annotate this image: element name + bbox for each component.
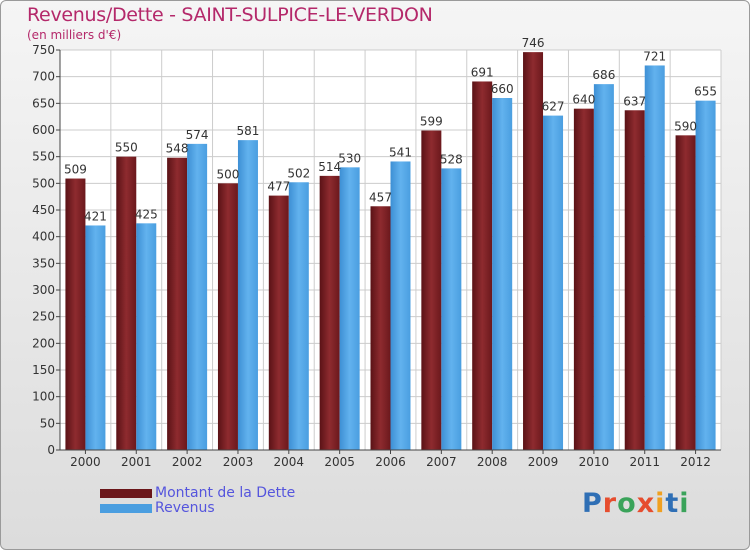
data-label-revenus: 421: [84, 209, 107, 223]
x-tick-label: 2012: [680, 455, 711, 469]
data-label-dette: 548: [166, 142, 189, 156]
bar-dette: [675, 135, 696, 451]
legend-swatch-debt: [100, 489, 152, 498]
data-label-revenus: 502: [287, 166, 310, 180]
y-tick-label: 400: [32, 230, 55, 244]
data-label-dette: 500: [217, 167, 240, 181]
data-label-dette: 509: [64, 163, 87, 177]
y-tick-label: 300: [32, 283, 55, 297]
data-label-dette: 477: [267, 180, 290, 194]
x-tick-label: 2007: [426, 455, 457, 469]
bar-dette: [624, 110, 645, 451]
data-label-revenus: 528: [440, 152, 463, 166]
logo-letter: t: [665, 488, 680, 519]
bar-dette: [523, 52, 544, 451]
x-tick-label: 2011: [629, 455, 660, 469]
bar-dette: [167, 157, 188, 450]
bar-revenus: [644, 65, 665, 450]
data-label-dette: 746: [522, 36, 545, 50]
y-tick-label: 650: [32, 96, 55, 110]
data-label-dette: 599: [420, 115, 443, 129]
bar-revenus: [339, 167, 360, 451]
data-label-revenus: 655: [694, 85, 717, 99]
legend-swatch-revenus: [100, 504, 152, 513]
x-tick-label: 2010: [579, 455, 610, 469]
y-tick-label: 700: [32, 70, 55, 84]
bar-revenus: [187, 143, 208, 450]
x-tick-label: 2002: [172, 455, 203, 469]
y-tick-label: 100: [32, 390, 55, 404]
data-label-dette: 550: [115, 141, 138, 155]
y-tick-label: 550: [32, 150, 55, 164]
data-label-revenus: 425: [135, 207, 158, 221]
bar-dette: [217, 183, 238, 451]
data-label-dette: 640: [572, 93, 595, 107]
bar-revenus: [543, 115, 564, 450]
data-label-revenus: 721: [643, 49, 666, 63]
data-label-revenus: 530: [338, 151, 361, 165]
data-label-revenus: 686: [592, 68, 615, 82]
data-label-dette: 457: [369, 190, 392, 204]
x-tick-label: 2008: [477, 455, 508, 469]
bar-revenus: [85, 225, 106, 450]
data-label-revenus: 660: [491, 82, 514, 96]
bar-dette: [421, 130, 442, 451]
bar-revenus: [136, 223, 157, 450]
y-tick-label: 50: [40, 416, 55, 430]
x-tick-label: 2006: [375, 455, 406, 469]
x-tick-label: 2003: [223, 455, 254, 469]
y-tick-label: 200: [32, 336, 55, 350]
bar-revenus: [695, 100, 716, 451]
data-label-revenus: 574: [186, 128, 209, 142]
data-label-dette: 514: [318, 160, 341, 174]
bar-dette: [268, 195, 289, 450]
y-tick-label: 500: [32, 176, 55, 190]
logo-letter: i: [655, 488, 666, 519]
bar-revenus: [441, 168, 462, 450]
x-tick-label: 2001: [121, 455, 152, 469]
data-label-revenus: 541: [389, 145, 412, 159]
chart-title: Revenus/Dette - SAINT-SULPICE-LE-VERDON: [27, 4, 433, 26]
x-tick-label: 2004: [274, 455, 305, 469]
data-label-dette: 691: [471, 65, 494, 79]
y-tick-label: 750: [32, 43, 55, 57]
bar-dette: [370, 206, 391, 450]
proxiti-logo: Proxiti: [582, 488, 690, 519]
bar-dette: [573, 108, 594, 451]
x-tick-label: 2000: [70, 455, 101, 469]
logo-letter: x: [636, 488, 656, 519]
legend-label-debt: Montant de la Dette: [155, 485, 296, 501]
logo-letter: P: [582, 488, 603, 519]
bar-dette: [65, 178, 86, 451]
bar-revenus: [237, 140, 258, 450]
bar-revenus: [492, 98, 513, 450]
data-label-revenus: 627: [542, 100, 565, 114]
bar-dette: [472, 81, 493, 450]
logo-letter: i: [679, 488, 690, 519]
bar-dette: [116, 156, 137, 450]
data-label-revenus: 581: [237, 124, 260, 138]
y-tick-label: 250: [32, 310, 55, 324]
logo-letter: r: [602, 488, 618, 519]
y-tick-label: 0: [47, 443, 55, 457]
bar-revenus: [288, 182, 309, 450]
x-tick-label: 2005: [324, 455, 355, 469]
y-tick-label: 350: [32, 256, 55, 270]
y-tick-label: 150: [32, 363, 55, 377]
bar-revenus: [390, 161, 411, 450]
data-label-dette: 590: [674, 119, 697, 133]
y-tick-label: 450: [32, 203, 55, 217]
chart-subtitle: (en milliers d'€): [27, 28, 122, 42]
legend-label-revenus: Revenus: [155, 500, 215, 516]
logo-letter: o: [617, 488, 637, 519]
bar-revenus: [593, 84, 614, 450]
data-label-dette: 637: [623, 94, 646, 108]
bar-dette: [319, 175, 340, 450]
y-tick-label: 600: [32, 123, 55, 137]
x-tick-label: 2009: [528, 455, 559, 469]
